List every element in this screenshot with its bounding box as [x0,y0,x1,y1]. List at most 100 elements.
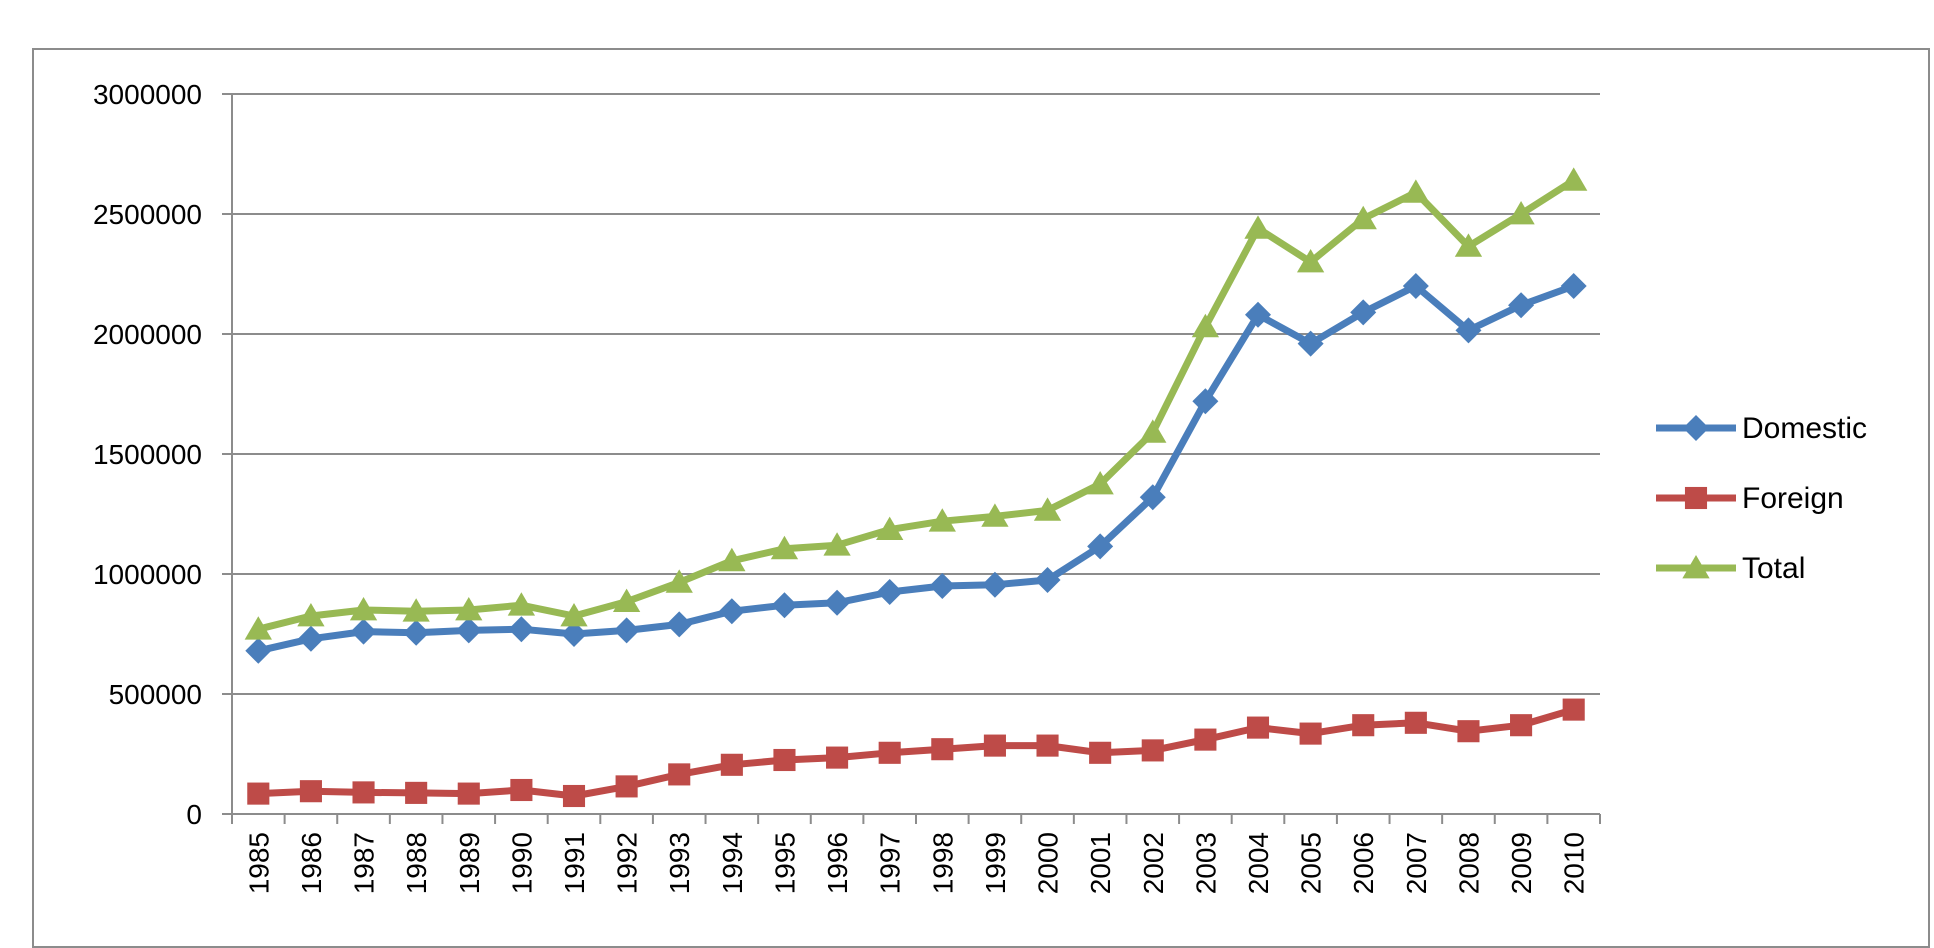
gridlines [232,93,1600,695]
data-point-foreign [1510,714,1533,737]
data-point-domestic [929,573,956,599]
legend-swatch-marker [1684,486,1708,510]
data-point-total [349,597,378,621]
x-tick-label: 1990 [506,832,537,894]
y-tick-labels: 0 500000 1000000 1500000 2000000 2500000 30000… [93,79,202,830]
data-point-domestic [1245,301,1271,328]
y-tick-label: 2000000 [93,319,202,350]
data-point-foreign [983,734,1006,757]
data-point-domestic [1034,567,1061,593]
data-point-total [1086,471,1114,495]
data-point-foreign [773,748,796,772]
series-total [244,167,1588,640]
line-chart: 0 500000 1000000 1500000 2000000 2500000 30000… [93,79,1867,894]
x-tick-label: 1989 [454,832,485,894]
data-point-foreign [931,738,954,761]
series-line-foreign [254,706,1578,800]
data-point-total [507,592,536,616]
x-tick-label: 2008 [1453,832,1484,894]
data-point-foreign [1089,741,1112,764]
data-point-domestic [981,571,1008,598]
data-point-total [244,616,272,640]
y-tick-label: 1000000 [93,559,202,590]
x-tick-label: 2004 [1243,832,1274,894]
chart-frame: 0 500000 1000000 1500000 2000000 2500000 30000… [32,48,1930,948]
data-point-total [981,503,1009,527]
data-point-total [455,597,483,621]
data-point-foreign [1141,739,1164,762]
data-point-foreign [1036,734,1059,757]
legend-label: Foreign [1742,482,1844,515]
data-point-foreign [1352,714,1375,737]
series-foreign [247,698,1585,808]
data-point-total [770,535,799,560]
x-tick-label: 1998 [927,832,958,894]
data-point-total [560,603,588,627]
x-tick-label: 2001 [1085,832,1116,894]
axes [222,93,1601,824]
x-tick-label: 1987 [349,832,380,894]
data-point-domestic [1297,330,1324,357]
data-point-foreign [826,746,849,769]
y-tick-label: 3000000 [93,79,202,110]
data-point-domestic [771,592,798,619]
x-tick-label: 2002 [1138,832,1169,894]
x-tick-label: 2006 [1348,832,1379,894]
data-point-foreign [1194,728,1217,751]
data-point-total [1191,313,1220,338]
y-tick-label: 0 [186,799,202,830]
x-tick-label: 1985 [243,832,274,894]
legend-item-foreign: Foreign [1656,482,1844,515]
data-point-domestic [876,579,903,605]
data-point-domestic [1508,292,1535,319]
data-point-domestic [508,616,535,643]
x-tick-label: 1993 [664,832,695,894]
data-point-total [876,516,904,540]
data-point-total [1560,167,1588,191]
data-point-domestic [1455,317,1482,344]
legend-item-domestic: Domestic [1656,412,1867,445]
x-tick-labels: 1985 1986 1987 1988 1989 1990 1991 1992 1993 1994… [243,832,1589,894]
data-point-domestic [561,621,587,647]
data-point-total [402,598,430,622]
data-point-total [612,588,641,612]
data-point-foreign [1299,722,1322,745]
x-tick-label: 1992 [612,832,643,894]
data-point-foreign [405,781,428,804]
x-tick-label: 2010 [1559,832,1590,894]
data-point-total [823,532,851,556]
data-point-domestic [403,619,430,646]
data-point-foreign [457,782,480,805]
data-point-domestic [350,618,377,645]
legend-swatch-marker [1683,415,1709,441]
data-point-domestic [455,617,482,644]
x-tick-label: 1994 [717,832,748,894]
data-point-foreign [615,775,638,798]
data-point-domestic [666,611,693,638]
data-point-domestic [824,589,851,616]
data-point-domestic [245,637,272,664]
legend-label: Domestic [1742,412,1867,445]
x-tick-label: 1995 [769,832,800,894]
data-point-total [1349,205,1377,230]
x-tick-label: 1991 [559,832,590,894]
data-point-foreign [562,784,586,808]
x-tick-label: 1986 [296,832,327,894]
data-point-foreign [1246,716,1270,739]
data-point-total [1507,201,1535,225]
x-tick-label: 2009 [1506,832,1537,894]
data-point-total [928,508,956,532]
data-point-total [1454,233,1483,257]
legend-label: Total [1742,552,1805,585]
data-point-domestic [718,598,745,625]
legend-swatch-marker [1682,555,1710,579]
data-point-total [665,569,693,593]
data-point-foreign [668,763,691,786]
data-point-domestic [1560,273,1587,299]
x-tick-label: 1988 [401,832,432,894]
data-point-foreign [720,753,743,776]
x-tick-label: 1996 [822,832,853,894]
y-tick-label: 500000 [109,679,202,710]
legend: Domestic Foreign Total [1656,412,1867,585]
data-point-foreign [1562,698,1585,721]
